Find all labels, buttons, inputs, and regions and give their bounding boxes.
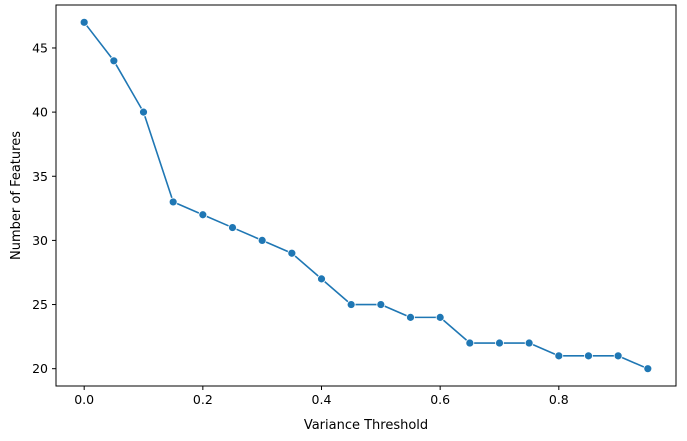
- data-point: [287, 248, 297, 258]
- x-tick-label: 0.8: [549, 392, 569, 407]
- y-tick-label: 20: [32, 361, 48, 376]
- data-point: [317, 274, 326, 284]
- data-point: [554, 351, 564, 361]
- plot-area: [55, 4, 677, 387]
- y-tick-label: 30: [32, 233, 48, 248]
- y-axis-ticks: 20 25 30 35 40 45: [32, 40, 56, 376]
- data-point: [435, 312, 445, 322]
- data-point: [139, 107, 148, 117]
- data-point: [495, 338, 504, 348]
- x-axis-label: Variance Threshold: [304, 418, 428, 433]
- x-axis-ticks: 0.0 0.2 0.4 0.6 0.8: [74, 386, 569, 407]
- data-point: [584, 351, 593, 361]
- data-point: [257, 235, 267, 245]
- y-tick-label: 45: [32, 40, 48, 55]
- data-point: [643, 364, 653, 374]
- data-point: [376, 300, 386, 309]
- x-tick-label: 0.6: [430, 392, 450, 407]
- data-point: [465, 338, 475, 348]
- y-tick-label: 40: [32, 105, 48, 120]
- y-axis-label: Number of Features: [9, 131, 24, 260]
- y-tick-label: 25: [32, 297, 48, 312]
- data-point: [524, 338, 534, 348]
- data-point: [168, 197, 178, 207]
- data-point: [613, 351, 623, 361]
- plot-frame: [55, 4, 677, 387]
- data-point: [228, 223, 237, 232]
- x-tick-label: 0.0: [74, 392, 94, 407]
- series-line: [79, 17, 653, 374]
- data-point: [79, 17, 89, 27]
- data-point: [198, 210, 208, 220]
- x-tick-label: 0.4: [312, 392, 332, 407]
- y-tick-label: 35: [32, 169, 48, 184]
- data-point: [346, 300, 356, 309]
- data-point: [109, 56, 119, 66]
- data-point: [406, 312, 415, 322]
- x-tick-label: 0.2: [193, 392, 213, 407]
- series-path: [83, 21, 649, 370]
